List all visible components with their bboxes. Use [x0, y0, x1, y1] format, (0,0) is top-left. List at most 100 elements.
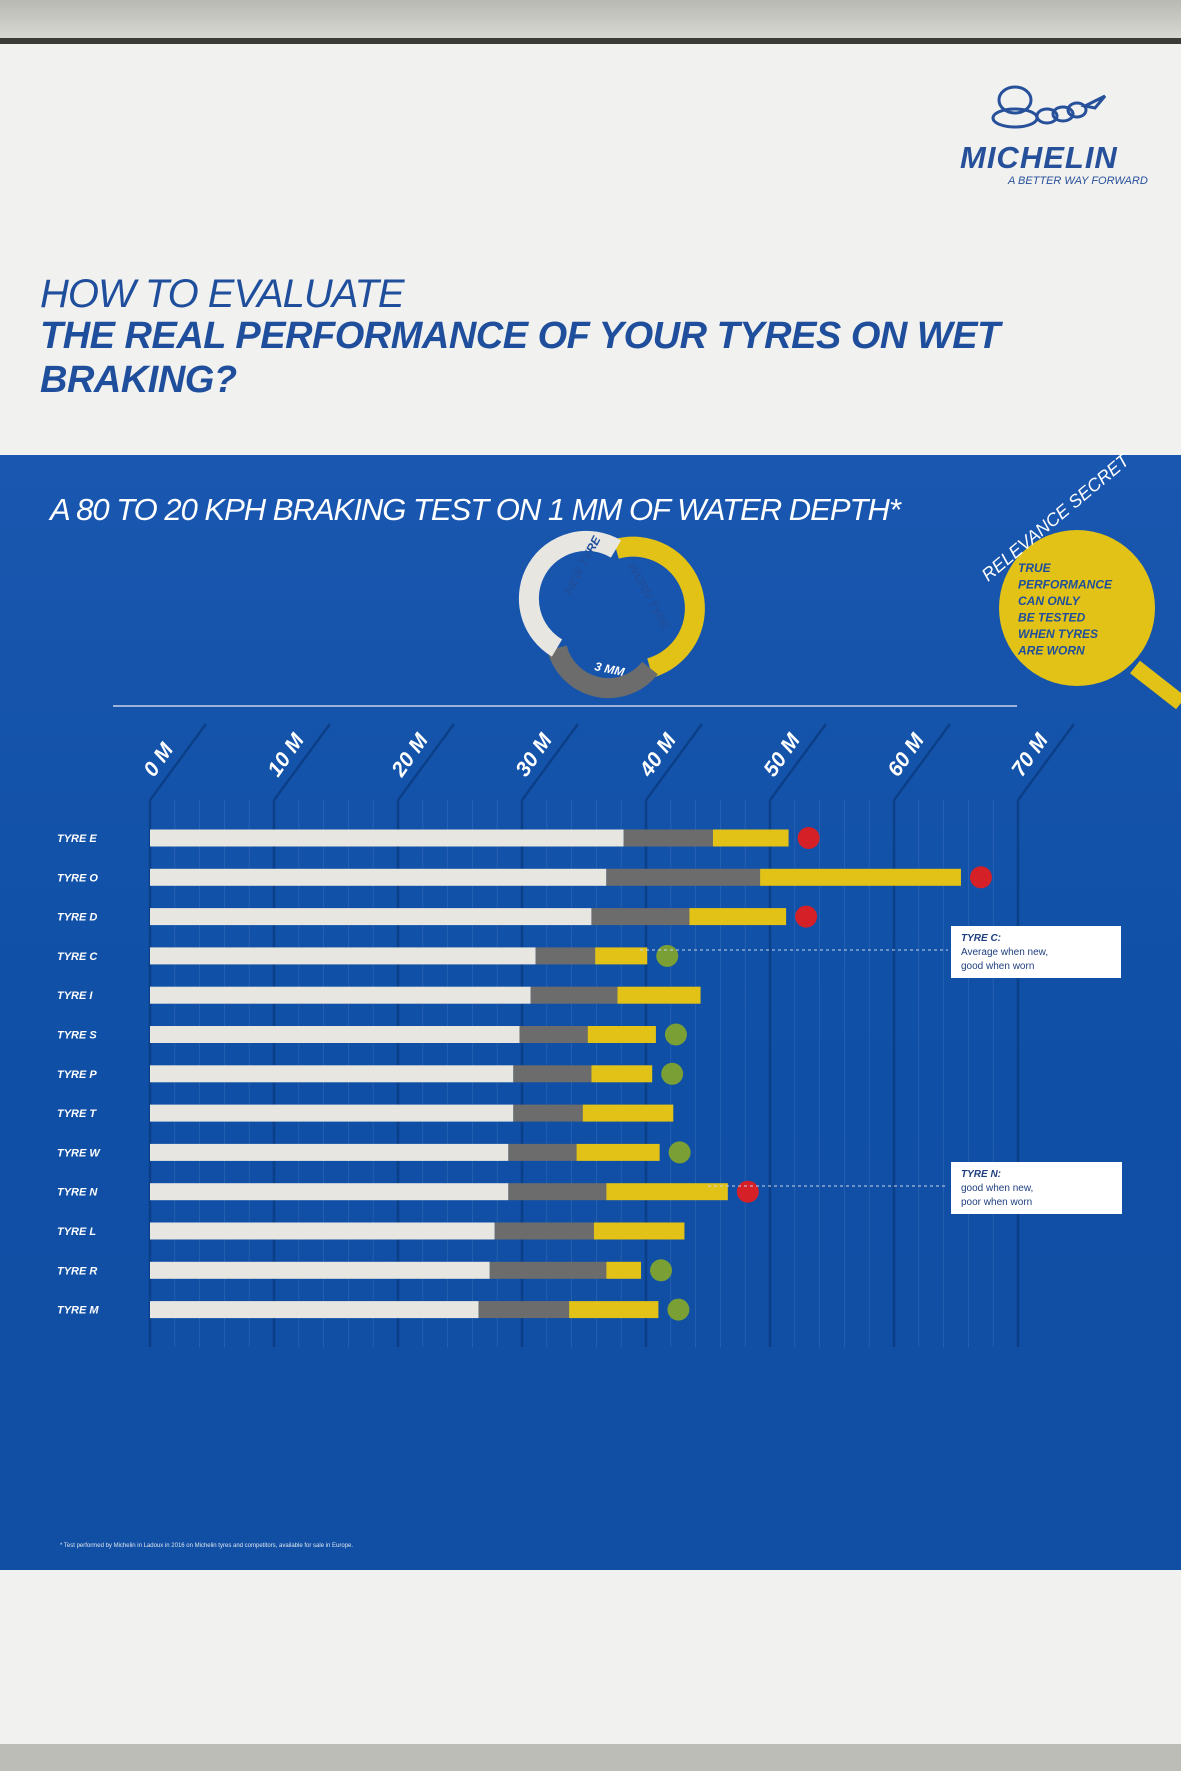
x-tick-label: 30 M [511, 729, 557, 781]
annotation-text: Average when new, [961, 947, 1049, 958]
bar-new-tyre [150, 986, 531, 1004]
chart-band [0, 455, 1181, 1570]
bar-3mm [623, 829, 713, 847]
bar-new-tyre [150, 1026, 520, 1043]
annotation-title: TYRE C: [961, 933, 1001, 944]
bar-3mm [508, 1143, 577, 1161]
bar-3mm [508, 1183, 607, 1201]
tick-leader [644, 723, 704, 801]
indicator-bad-dot [797, 827, 820, 849]
indicator-bad-dot [969, 866, 992, 889]
bar-worn-tyre [606, 1183, 728, 1201]
y-category-label: TYRE R [57, 1265, 97, 1277]
bar-new-tyre [150, 1143, 509, 1161]
indicator-bad-dot [736, 1180, 759, 1203]
bar-3mm [494, 1222, 594, 1240]
bar-new-tyre [150, 1261, 490, 1279]
tyre-ring: NEW TYRE WORN TYRE 3 MM [518, 530, 705, 699]
bar-worn-tyre [569, 1301, 659, 1319]
annotation-title: TYRE N: [961, 1169, 1001, 1180]
secret-text-line: CAN ONLY [1018, 594, 1081, 608]
tick-leader [272, 723, 332, 801]
bar-worn-tyre [595, 947, 648, 965]
bar-worn-tyre [606, 1261, 642, 1279]
bar-worn-tyre [760, 868, 961, 886]
x-tick-label: 20 M [387, 729, 433, 782]
x-tick-label: 50 M [759, 729, 805, 781]
bar-new-tyre [150, 1065, 514, 1083]
tick-leader [396, 723, 456, 801]
annotation-text: good when worn [961, 961, 1035, 972]
indicator-good-dot [668, 1141, 691, 1164]
y-category-label: TYRE W [57, 1147, 101, 1159]
bar-new-tyre [150, 1301, 479, 1319]
indicator-good-dot [650, 1259, 673, 1282]
bar-worn-tyre [591, 1065, 653, 1083]
y-category-label: TYRE C [57, 951, 98, 963]
heading-line-1: HOW TO EVALUATE [40, 272, 405, 316]
y-category-label: TYRE D [57, 912, 97, 924]
secret-text-line: WHEN TYRES [1018, 627, 1098, 641]
annotation-text: poor when worn [961, 1197, 1033, 1208]
bar-3mm [513, 1104, 583, 1122]
frame-rail [0, 38, 1181, 44]
x-tick-label: 40 M [635, 729, 681, 782]
y-category-label: TYRE P [57, 1069, 97, 1081]
footnote: * Test performed by Michelin in Ladoux i… [60, 1543, 354, 1549]
secret-text-line: TRUE [1018, 561, 1052, 575]
bar-worn-tyre [712, 829, 789, 847]
y-category-label: TYRE M [57, 1305, 99, 1317]
annotation-tyre-n: TYRE N: good when new, poor when worn [951, 1162, 1122, 1214]
indicator-good-dot [664, 1023, 687, 1046]
bar-worn-tyre [593, 1222, 685, 1240]
heading-line-2: THE REAL PERFORMANCE OF YOUR TYRES ON WE… [40, 315, 1000, 401]
y-category-label: TYRE O [57, 872, 98, 884]
bar-new-tyre [150, 868, 607, 886]
annotation-tyre-c: TYRE C: Average when new, good when worn [951, 926, 1121, 978]
bar-worn-tyre [582, 1104, 674, 1122]
brand-tagline: A BETTER WAY FORWARD [1008, 175, 1148, 187]
tick-leader [148, 723, 208, 801]
ring-label-worn: WORN TYRE [625, 561, 672, 633]
indicator-good-dot [656, 944, 679, 967]
x-tick-label: 70 M [1007, 729, 1053, 781]
y-category-label: TYRE N [57, 1187, 98, 1199]
x-tick-label: 10 M [263, 729, 309, 781]
bar-new-tyre [150, 908, 592, 926]
tick-leader [892, 723, 952, 801]
bar-worn-tyre [587, 1026, 656, 1043]
secret-text-line: BE TESTED [1018, 611, 1086, 625]
bar-worn-tyre [689, 908, 787, 926]
bar-worn-tyre [576, 1143, 660, 1161]
tick-leader [520, 723, 580, 801]
bar-3mm [519, 1026, 588, 1043]
brand-name: MICHELIN [960, 140, 1118, 175]
y-category-label: TYRE I [57, 990, 93, 1002]
bar-new-tyre [150, 1104, 514, 1122]
indicator-good-dot [661, 1062, 684, 1085]
y-category-label: TYRE L [57, 1226, 96, 1238]
annotation-text: good when new, [961, 1183, 1034, 1194]
y-category-label: TYRE E [57, 833, 97, 845]
bar-3mm [513, 1065, 592, 1083]
bar-worn-tyre [617, 986, 701, 1004]
secret-text-line: PERFORMANCE [1018, 578, 1113, 592]
bar-new-tyre [150, 1222, 495, 1240]
indicator-bad-dot [795, 905, 818, 928]
chart-subtitle: A 80 TO 20 KPH BRAKING TEST ON 1 MM OF W… [50, 492, 901, 527]
tick-leader [1016, 723, 1076, 801]
bar-3mm [606, 868, 761, 886]
frame-top [0, 0, 1181, 38]
bar-new-tyre [150, 1183, 509, 1201]
bar-3mm [489, 1261, 607, 1279]
bar-3mm [535, 947, 596, 965]
bar-new-tyre [150, 947, 536, 965]
bar-3mm [591, 908, 690, 926]
secret-text-line: ARE WORN [1017, 644, 1085, 658]
ring-label-depth: 3 MM [593, 659, 626, 679]
indicator-good-dot [667, 1298, 690, 1321]
x-tick-label: 0 M [139, 739, 178, 781]
y-category-label: TYRE S [57, 1030, 97, 1042]
